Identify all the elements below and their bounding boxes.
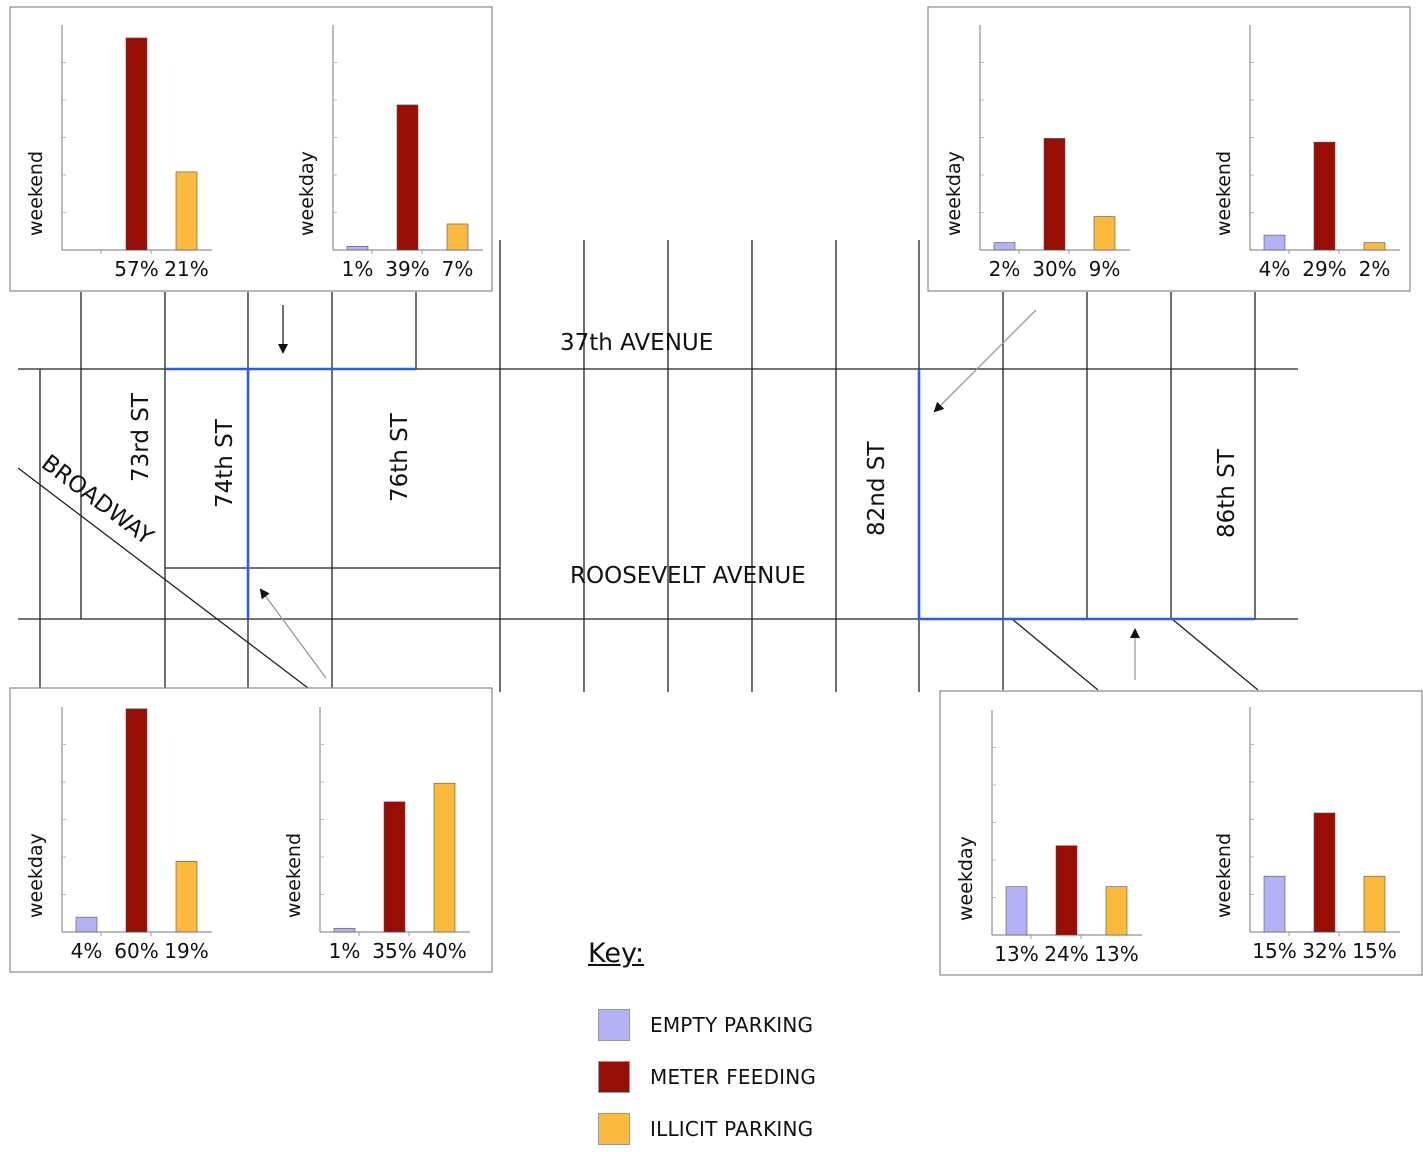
bar-value-label: 4% [71,939,103,963]
bar-meter-feeding [1313,812,1336,933]
bar-empty-parking [333,927,356,933]
bar-value-label: 2% [1359,257,1391,281]
street-grid [17,240,1298,692]
bar-value-label: 57% [114,257,158,281]
avenue-37-label: 37th AVENUE [560,330,713,356]
broadway-line [17,467,309,689]
chart-ylabel: weekday [25,833,47,918]
st-86-label: 86th ST [1214,448,1240,538]
bar-illicit-parking [1363,242,1386,251]
bar-empty-parking [1263,234,1286,251]
bar-value-label: 7% [442,257,474,281]
bar-meter-feeding [396,104,419,251]
diagonal-street-line [1171,618,1259,691]
chart-top-left-weekend: weekend 57% 21% [25,25,212,281]
chart-bottom-right-weekday: weekday 13% 24% 13% [955,710,1142,966]
chart-bottom-right-weekend: weekend 15% 32% 15% [1213,707,1400,963]
panel-frame [9,6,493,292]
bar-value-label: 29% [1302,257,1346,281]
panel-bottom-left: weekday 4% 60% 19% weekend 1% 35% 40% [9,687,493,973]
bar-value-label: 24% [1044,942,1088,966]
bar-illicit-parking [175,171,198,251]
bar-value-label: 1% [342,257,374,281]
bar-illicit-parking [446,223,469,251]
diagonal-street-line [1011,618,1099,691]
key-label-empty-parking: EMPTY PARKING [650,1013,814,1037]
chart-top-right-weekday: weekday 2% 30% 9% [943,25,1130,281]
arrow-diagonal-bottom-left [259,588,327,679]
meter-feeding-swatch [598,1061,630,1093]
key-item-meter-feeding: METER FEEDING [598,1060,816,1094]
key-label-meter-feeding: METER FEEDING [650,1065,817,1089]
bar-meter-feeding [1313,141,1336,251]
st-76-label: 76th ST [387,412,413,502]
bar-value-label: 1% [329,939,361,963]
bar-value-label: 39% [385,257,429,281]
bar-value-label: 9% [1089,257,1121,281]
highlight-route-east [917,369,1255,621]
key-label-illicit-parking: ILLICIT PARKING [650,1117,814,1141]
key-item-empty-parking: EMPTY PARKING [598,1008,813,1042]
bar-meter-feeding [125,37,148,251]
chart-ylabel: weekend [1213,151,1235,236]
bar-illicit-parking [433,782,456,933]
bar-illicit-parking [1363,875,1386,933]
chart-ylabel: weekday [296,151,318,236]
bar-meter-feeding [1055,845,1078,936]
chart-ylabel: weekend [1213,833,1235,918]
illicit-parking-swatch [598,1113,630,1145]
bar-value-label: 4% [1259,257,1291,281]
roosevelt-avenue-label: ROOSEVELT AVENUE [570,563,806,589]
bar-value-label: 2% [989,257,1021,281]
bar-value-label: 15% [1352,939,1396,963]
panel-top-right: weekday 2% 30% 9% weekend 4% 29% 2% [927,6,1411,292]
key-item-illicit-parking: ILLICIT PARKING [598,1112,813,1146]
chart-top-left-weekday: weekday 1% 39% 7% [296,25,483,281]
bar-value-label: 32% [1302,939,1346,963]
bar-illicit-parking [175,861,198,933]
panel-bottom-right: weekday 13% 24% 13% weekend 15% 32% 15% [939,690,1423,976]
st-82-label: 82nd ST [864,441,890,536]
bar-empty-parking [75,916,98,933]
bar-value-label: 35% [372,939,416,963]
bar-illicit-parking [1093,216,1116,251]
arrow-diagonal-top-right [933,309,1037,413]
bar-empty-parking [346,245,369,251]
highlighted-blocks [165,367,1255,621]
st-74-label: 74th ST [212,418,238,508]
bar-value-label: 60% [114,939,158,963]
bar-empty-parking [1005,886,1028,936]
pointer-arrows [259,305,1140,680]
bar-value-label: 13% [994,942,1038,966]
panel-top-left: weekend 57% 21% weekday 1% 39% 7% [9,6,493,292]
empty-parking-swatch [598,1009,630,1041]
bar-value-label: 30% [1032,257,1076,281]
chart-bottom-left-weekday: weekday 4% 60% 19% [25,707,212,963]
bar-value-label: 13% [1094,942,1138,966]
chart-top-right-weekend: weekend 4% 29% 2% [1213,25,1400,281]
bar-value-label: 21% [164,257,208,281]
bar-meter-feeding [1043,138,1066,251]
bar-empty-parking [993,242,1016,251]
chart-ylabel: weekend [283,833,305,918]
chart-ylabel: weekday [955,836,977,921]
st-73-label: 73rd ST [128,392,154,482]
bar-meter-feeding [383,801,406,933]
key-title: Key: [588,938,645,969]
chart-ylabel: weekday [943,151,965,236]
bar-value-label: 40% [422,939,466,963]
bar-empty-parking [1263,875,1286,933]
bar-illicit-parking [1105,886,1128,936]
bar-meter-feeding [125,708,148,933]
bar-value-label: 19% [164,939,208,963]
chart-bottom-left-weekend: weekend 1% 35% 40% [283,707,470,963]
chart-ylabel: weekend [25,151,47,236]
bar-value-label: 15% [1252,939,1296,963]
